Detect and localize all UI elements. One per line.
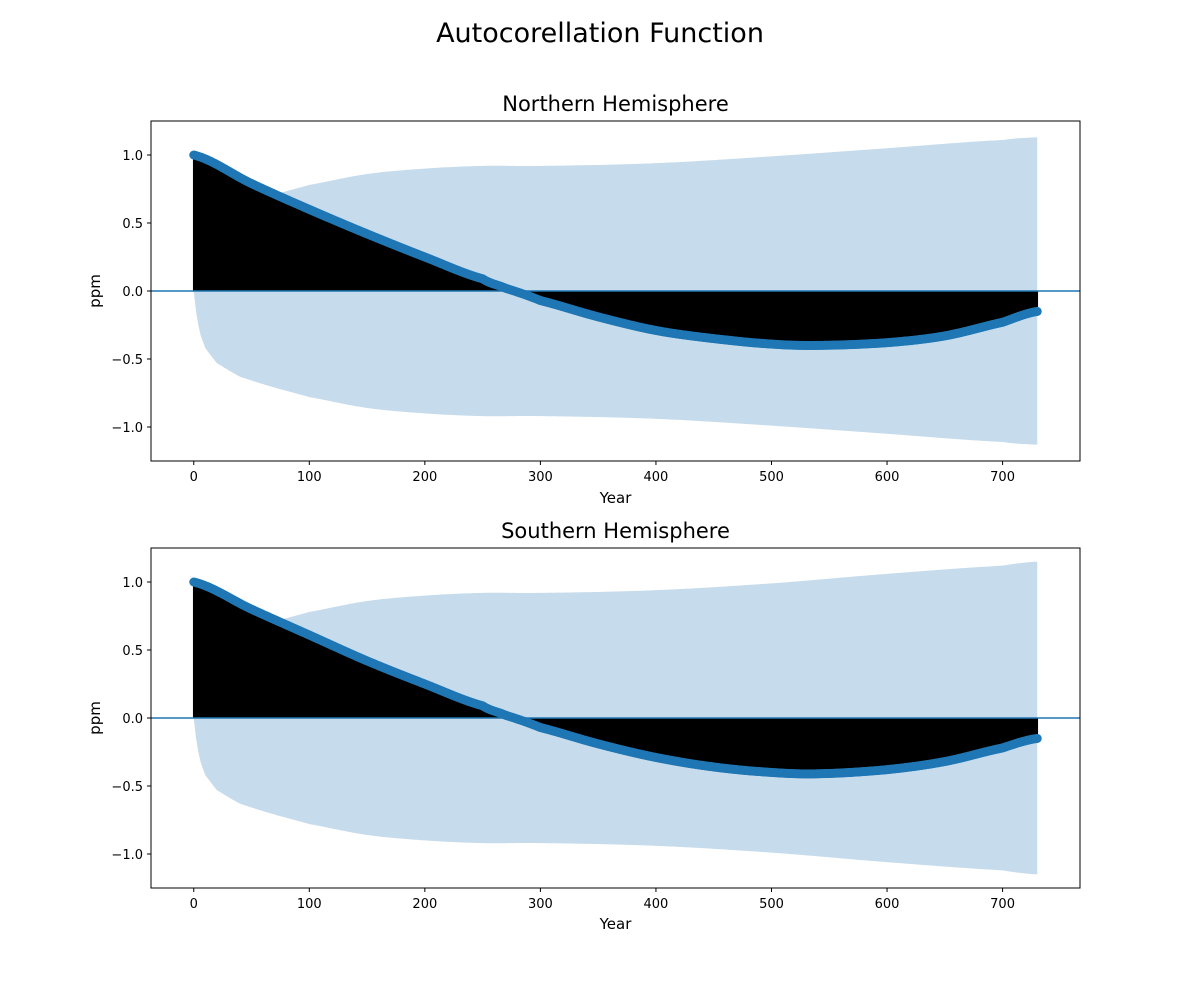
marker-layer [189,577,1042,779]
panel-title: Northern Hemisphere [502,92,729,116]
x-tick-label: 200 [412,897,437,912]
y-axis-label: ppm [86,274,104,308]
stem-layer [192,155,1039,346]
x-tick-label: 500 [759,470,784,485]
acf-point [1032,306,1042,316]
x-tick-label: 700 [990,897,1015,912]
axis-layer: 0 100 200 300 400 500 600 700 1.0 0.5 0.0 −0.5 −1.0 [111,547,1081,912]
x-tick-label: 700 [990,470,1015,485]
x-tick-label: 0 [190,897,198,912]
y-tick-label: 0.0 [122,712,143,727]
x-axis-label: Year [599,489,633,507]
acf-point [1032,733,1042,743]
y-tick-label: 0.0 [122,285,143,300]
x-tick-label: 0 [190,470,198,485]
y-tick-label: −1.0 [111,848,143,863]
marker-layer [189,150,1042,350]
panel-title: Southern Hemisphere [501,519,730,543]
chart-panel-southern: 0 100 200 300 400 500 600 7001.00.50.0−0.5−1.0 … [86,519,1081,933]
y-tick-label: 0.5 [122,644,143,659]
y-tick-label: 1.0 [122,576,143,591]
x-tick-label: 400 [644,897,669,912]
y-tick-label: 1.0 [122,149,143,164]
x-tick-label: 200 [412,470,437,485]
stem-layer [192,582,1039,774]
x-tick-label: 400 [644,470,669,485]
x-tick-label: 100 [297,470,322,485]
y-tick-label: −1.0 [111,421,143,436]
figure-title: Autocorellation Function [436,18,764,49]
x-tick-label: 500 [759,897,784,912]
chart-panel-northern: 0 100 200 300 400 500 600 7001.00.50.0−0.5−1.0 … [86,92,1081,507]
y-tick-label: −0.5 [111,780,143,795]
x-tick-label: 600 [875,897,900,912]
y-tick-label: 0.5 [122,217,143,232]
axis-layer: 0 100 200 300 400 500 600 700 1.0 0.5 0.0 −0.5 −1.0 [111,120,1081,485]
x-tick-label: 300 [528,897,553,912]
y-tick-label: −0.5 [111,353,143,368]
x-tick-label: 600 [875,470,900,485]
x-axis-label: Year [599,915,633,933]
x-tick-label: 100 [297,897,322,912]
x-tick-label: 300 [528,470,553,485]
y-axis-label: ppm [86,701,104,735]
